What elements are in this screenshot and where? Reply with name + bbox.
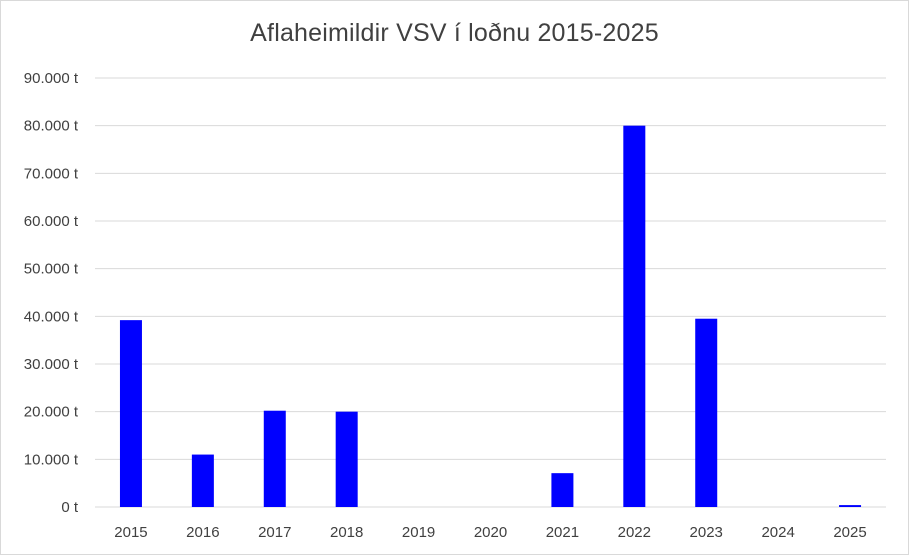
x-tick-label: 2023 xyxy=(690,524,723,541)
bar-2022 xyxy=(623,125,646,508)
x-tick-label: 2020 xyxy=(474,524,507,541)
x-tick-label: 2024 xyxy=(761,524,794,541)
x-tick-label: 2022 xyxy=(618,524,651,541)
bar-2015 xyxy=(119,320,142,507)
x-tick-label: 2019 xyxy=(402,524,435,541)
bar-2018 xyxy=(335,411,358,507)
y-tick-label: 70.000 t xyxy=(24,165,79,182)
x-tick-label: 2017 xyxy=(258,524,291,541)
x-tick-label: 2018 xyxy=(330,524,363,541)
bar-2023 xyxy=(695,318,718,507)
y-tick-label: 10.000 t xyxy=(24,451,79,468)
bar-2021 xyxy=(551,473,574,507)
y-tick-label: 40.000 t xyxy=(24,308,79,325)
x-tick-label: 2021 xyxy=(546,524,579,541)
y-tick-label: 30.000 t xyxy=(24,356,79,373)
y-tick-label: 60.000 t xyxy=(24,213,79,230)
y-tick-label: 20.000 t xyxy=(24,404,79,421)
bar-2017 xyxy=(263,410,286,507)
y-tick-label: 80.000 t xyxy=(24,118,79,135)
x-axis-ticks: 2015 2016 2017 2018 2019 2020 2021 2022 2023 2024… xyxy=(114,524,866,541)
x-tick-label: 2015 xyxy=(114,524,147,541)
x-tick-label: 2016 xyxy=(186,524,219,541)
x-tick-label: 2025 xyxy=(833,524,866,541)
chart-title: Aflaheimildir VSV í loðnu 2015-2025 xyxy=(250,19,659,47)
y-tick-label: 90.000 t xyxy=(24,70,79,87)
bar-2025 xyxy=(839,505,862,507)
y-tick-label: 0 t xyxy=(61,499,79,516)
y-tick-label: 50.000 t xyxy=(24,261,79,278)
gridlines xyxy=(95,77,886,508)
bars xyxy=(119,125,862,508)
y-axis-ticks: 0 t 10.000 t 20.000 t 30.000 t 40.000 t 50.00… xyxy=(24,70,79,516)
bar-2016 xyxy=(191,454,214,507)
